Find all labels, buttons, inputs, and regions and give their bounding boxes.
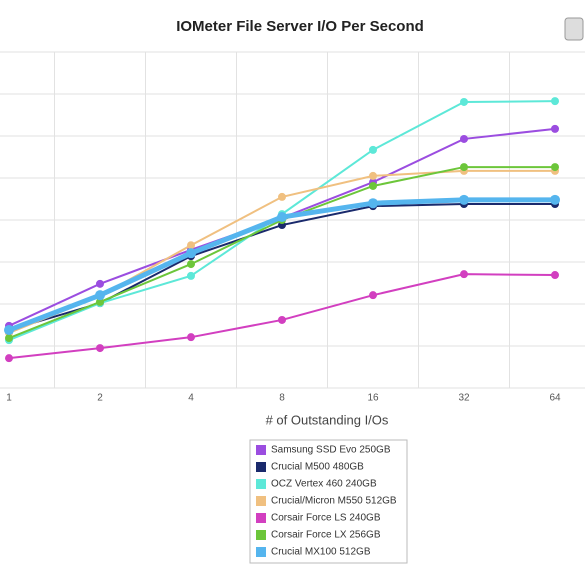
legend-swatch: [256, 445, 266, 455]
legend-label: Corsair Force LX 256GB: [271, 530, 381, 541]
x-tick-label: 16: [367, 393, 379, 404]
data-point: [369, 145, 377, 154]
legend-swatch: [256, 496, 266, 506]
x-tick-label: 64: [549, 393, 561, 404]
data-point: [277, 212, 287, 223]
x-tick-label: 1: [6, 393, 12, 404]
legend: [249, 439, 408, 564]
data-point: [459, 194, 469, 205]
icon: [564, 17, 584, 41]
data-point: [96, 297, 104, 306]
data-point: [96, 344, 104, 353]
data-point: [278, 192, 286, 201]
data-point: [187, 271, 195, 280]
data-point: [96, 279, 104, 288]
legend-swatch: [256, 547, 266, 557]
data-point: [551, 163, 559, 172]
legend-swatch: [256, 513, 266, 523]
series-line: [8, 166, 555, 339]
legend-swatch: [256, 530, 266, 540]
data-point: [186, 248, 196, 259]
legend-label: Samsung SSD Evo 250GB: [271, 445, 391, 456]
chart-title: IOMeter File Server I/O Per Second: [176, 18, 424, 35]
data-point: [551, 271, 559, 280]
x-tick-label: 2: [97, 393, 103, 404]
data-point: [369, 181, 377, 190]
data-point: [460, 97, 468, 106]
data-point: [278, 315, 286, 324]
data-point: [95, 290, 105, 301]
data-point: [5, 334, 13, 343]
data-point: [368, 198, 378, 209]
legend-label: Crucial M500 480GB: [271, 462, 364, 473]
data-point: [460, 270, 468, 279]
data-point: [551, 97, 559, 106]
legend-label: Corsair Force LS 240GB: [271, 513, 381, 524]
data-point: [369, 171, 377, 180]
x-tick-label: 4: [188, 393, 194, 404]
legend-label: Crucial/Micron M550 512GB: [271, 496, 397, 507]
data-point: [550, 194, 560, 205]
legend-label: OCZ Vertex 460 240GB: [271, 479, 377, 490]
legend-swatch: [256, 479, 266, 489]
data-point: [5, 354, 13, 363]
data-point: [187, 241, 195, 250]
data-point: [460, 134, 468, 143]
data-point: [460, 163, 468, 172]
legend-swatch: [256, 462, 266, 472]
legend-label: Crucial MX100 512GB: [271, 547, 371, 558]
data-point: [187, 333, 195, 342]
x-tick-label: 32: [458, 393, 470, 404]
data-point: [187, 260, 195, 269]
data-point: [4, 325, 14, 336]
x-tick-label: 8: [279, 393, 285, 404]
data-point: [369, 291, 377, 300]
x-axis-label: # of Outstanding I/Os: [266, 412, 389, 427]
data-point: [551, 124, 559, 133]
